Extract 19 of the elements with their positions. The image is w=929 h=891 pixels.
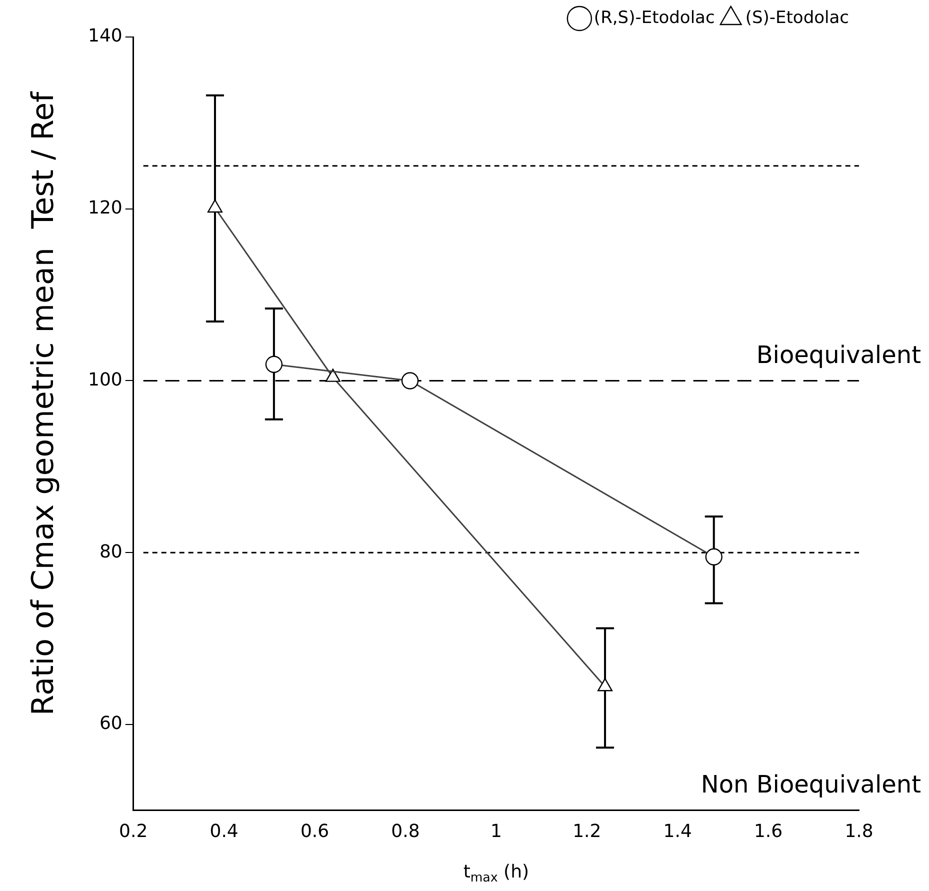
y-tick-label: 60 <box>99 713 122 734</box>
y-tick-label: 120 <box>88 198 122 219</box>
x-tick-label: 1.4 <box>663 820 692 842</box>
x-tick-label: 0.2 <box>119 820 148 842</box>
x-tick-label: 1.8 <box>844 820 874 842</box>
x-tick-label: 1.2 <box>572 820 602 842</box>
x-tick-label: 1 <box>490 820 502 842</box>
annotation: Non Bioequivalent <box>700 770 921 799</box>
legend-label: (R,S)-Etodolac <box>594 8 715 28</box>
x-tick-label: 0.4 <box>210 820 238 842</box>
y-tick-label: 100 <box>88 369 122 390</box>
x-tick-label: 1.6 <box>754 820 783 842</box>
y-tick-label: 80 <box>99 541 122 562</box>
y-axis-title: Ratio of Cmax geometric mean Test / Ref <box>26 90 61 716</box>
x-tick-label: 0.6 <box>300 820 330 842</box>
legend-label: (S)-Etodolac <box>745 8 850 28</box>
ref-line-label: Bioequivalent <box>756 340 921 369</box>
x-tick-label: 0.8 <box>391 820 420 842</box>
y-tick-label: 140 <box>88 26 122 47</box>
